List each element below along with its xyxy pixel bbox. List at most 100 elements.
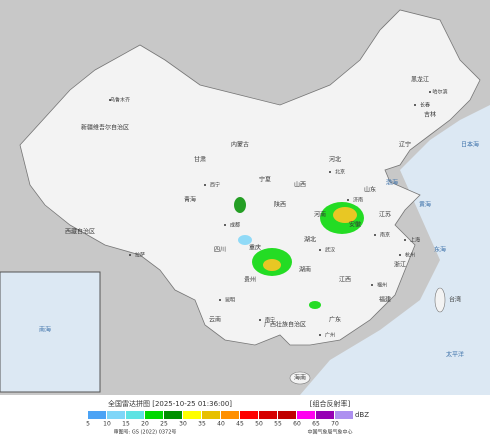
legend-title: 全国雷达拼图 [2025-10-25 01:36:00] bbox=[108, 399, 232, 408]
legend-value: 65 bbox=[312, 421, 320, 428]
legend-swatch bbox=[335, 411, 353, 419]
region-label: 青海 bbox=[184, 196, 196, 204]
china-land bbox=[19, 9, 481, 346]
region-label: 四川 bbox=[214, 247, 226, 254]
region-label: 河南 bbox=[314, 211, 326, 219]
legend-swatch bbox=[240, 411, 258, 419]
region-label: 湖南 bbox=[299, 266, 311, 274]
legend-product: [组合反射率] bbox=[310, 399, 351, 408]
south-sea-inset bbox=[0, 271, 101, 393]
legend-swatch bbox=[88, 411, 106, 419]
region-label: 江西 bbox=[339, 277, 351, 284]
city-dot bbox=[204, 184, 206, 186]
legend-swatch bbox=[316, 411, 334, 419]
legend-value: 5 bbox=[86, 421, 90, 428]
legend-value: 50 bbox=[255, 421, 263, 428]
region-label: 重庆 bbox=[249, 244, 261, 252]
legend-value: 30 bbox=[179, 421, 187, 428]
city-label: 杭州 bbox=[405, 252, 415, 259]
legend-value: 20 bbox=[141, 421, 149, 428]
city-label: 哈尔滨 bbox=[432, 89, 447, 96]
city-label: 昆明 bbox=[225, 298, 235, 304]
city-label: 广州 bbox=[325, 332, 335, 339]
city-label: 上海 bbox=[410, 237, 420, 244]
agency: 中国气象局气象中心 bbox=[307, 429, 352, 436]
city-dot bbox=[319, 249, 321, 251]
region-label: 山东 bbox=[364, 186, 376, 194]
legend-value: 35 bbox=[198, 421, 206, 428]
sea-label: 南海 bbox=[39, 326, 51, 334]
city-label: 长春 bbox=[420, 102, 430, 109]
region-label: 新疆维吾尔自治区 bbox=[81, 124, 129, 132]
city-label: 福州 bbox=[377, 282, 387, 289]
city-dot bbox=[329, 171, 331, 173]
region-label: 江苏 bbox=[379, 211, 391, 219]
legend-value: 15 bbox=[122, 421, 130, 428]
legend-value: 55 bbox=[274, 421, 282, 428]
legend-value: 70 bbox=[331, 421, 339, 428]
approval: 审图号: GS (2022) 0372号 bbox=[114, 429, 177, 436]
region-label: 陕西 bbox=[274, 201, 286, 209]
sea bbox=[300, 105, 490, 395]
city-dot bbox=[414, 104, 416, 106]
legend-swatch bbox=[164, 411, 182, 419]
legend-value: 60 bbox=[293, 421, 301, 428]
sea-label: 东海 bbox=[434, 246, 446, 254]
region-label: 内蒙古 bbox=[231, 141, 249, 149]
city-dot bbox=[224, 224, 226, 226]
city-label: 武汉 bbox=[325, 247, 335, 254]
region-label: 福建 bbox=[379, 296, 391, 304]
region-label: 台湾 bbox=[449, 296, 461, 304]
sea-label: 太平洋 bbox=[446, 351, 464, 359]
city-dot bbox=[259, 319, 261, 321]
city-label: 南京 bbox=[380, 232, 390, 239]
region-label: 河北 bbox=[329, 156, 341, 164]
region-label: 黑龙江 bbox=[411, 76, 429, 84]
city-label: 成都 bbox=[230, 222, 240, 229]
region-label: 西藏自治区 bbox=[65, 228, 95, 236]
legend-swatch bbox=[202, 411, 220, 419]
region-label: 贵州 bbox=[244, 276, 256, 284]
region-label: 宁夏 bbox=[259, 176, 271, 184]
city-dot bbox=[347, 199, 349, 201]
legend-swatch bbox=[145, 411, 163, 419]
region-label: 山西 bbox=[294, 181, 306, 189]
city-dot bbox=[371, 284, 373, 286]
city-dot bbox=[129, 254, 131, 256]
legend-value: 10 bbox=[103, 421, 111, 428]
region-label: 甘肃 bbox=[194, 156, 206, 164]
sea-label: 日本海 bbox=[461, 141, 479, 149]
sea-label: 渤海 bbox=[386, 179, 398, 187]
legend-value: 45 bbox=[236, 421, 244, 428]
region-label: 浙江 bbox=[394, 261, 406, 269]
legend-value: 40 bbox=[217, 421, 225, 428]
legend-value: 25 bbox=[160, 421, 168, 428]
city-dot bbox=[399, 254, 401, 256]
city-dot bbox=[319, 334, 321, 336]
city-label: 济南 bbox=[353, 197, 363, 204]
region-label: 云南 bbox=[209, 316, 221, 324]
city-label: 西宁 bbox=[210, 182, 220, 189]
region-label: 海南 bbox=[294, 374, 306, 382]
city-dot bbox=[374, 234, 376, 236]
city-dot bbox=[429, 91, 431, 93]
legend-swatch bbox=[183, 411, 201, 419]
sea-label: 黄海 bbox=[419, 201, 431, 209]
city-dot bbox=[109, 99, 111, 101]
radar-echo bbox=[234, 197, 364, 309]
legend-swatch bbox=[107, 411, 125, 419]
city-label: 拉萨 bbox=[135, 252, 145, 259]
hainan bbox=[289, 371, 311, 385]
region-label: 湖北 bbox=[304, 236, 316, 244]
legend-swatch bbox=[278, 411, 296, 419]
region-label: 吉林 bbox=[424, 111, 436, 119]
city-label: 北京 bbox=[335, 169, 345, 176]
legend-swatch bbox=[259, 411, 277, 419]
taiwan bbox=[434, 287, 446, 313]
legend-swatch bbox=[126, 411, 144, 419]
city-dot bbox=[404, 239, 406, 241]
region-label: 辽宁 bbox=[399, 141, 411, 149]
region-label: 安徽 bbox=[349, 221, 361, 229]
legend-unit: dBZ bbox=[355, 411, 369, 419]
